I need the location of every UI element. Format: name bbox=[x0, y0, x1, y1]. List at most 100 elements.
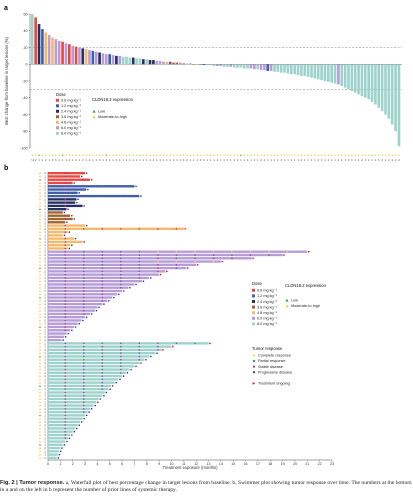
swimmer-prior-lines-label: 1 bbox=[44, 194, 46, 198]
swimmer-expression-marker bbox=[39, 227, 41, 230]
swimmer-prior-lines-label: 2 bbox=[44, 318, 46, 322]
waterfall-legend-dose-label: 0.6 mg kg⁻¹ bbox=[61, 99, 82, 103]
waterfall-bar bbox=[81, 48, 85, 65]
waterfall-bar bbox=[330, 64, 333, 83]
waterfall-prior-lines-label: 1 bbox=[136, 158, 138, 162]
waterfall-bar bbox=[367, 64, 370, 100]
swimmer-expression-marker bbox=[39, 267, 41, 269]
swimmer-response-marker bbox=[83, 270, 85, 273]
swimmer-prior-lines-label: 1 bbox=[44, 315, 46, 319]
swimmer-prior-lines-label: 1 bbox=[44, 394, 46, 398]
swimmer-prior-lines-label: 1 bbox=[44, 279, 46, 283]
waterfall-bar bbox=[320, 64, 323, 81]
swimmer-expression-marker bbox=[39, 371, 41, 374]
swimmer-progression-marker bbox=[71, 329, 73, 332]
waterfall-prior-lines-label: 3 bbox=[173, 158, 175, 162]
swimmer-progression-marker bbox=[75, 201, 78, 204]
swimmer-expression-marker bbox=[39, 322, 41, 325]
waterfall-bar bbox=[168, 61, 172, 65]
swimmer-prior-lines-label: 1 bbox=[44, 181, 46, 185]
waterfall-expression-marker bbox=[216, 154, 219, 156]
swimmer-progression-marker bbox=[96, 401, 99, 404]
swimmer-bar bbox=[48, 450, 60, 453]
swimmer-response-marker bbox=[64, 316, 67, 318]
swimmer-prior-lines-label: 1 bbox=[44, 273, 46, 277]
swimmer-legend-expression-marker bbox=[285, 298, 289, 302]
swimmer-legend-response-marker bbox=[252, 365, 256, 368]
waterfall-prior-lines-label: 1 bbox=[247, 158, 249, 162]
swimmer-bar bbox=[48, 453, 58, 456]
swimmer-bar bbox=[48, 430, 73, 433]
swimmer-response-marker bbox=[83, 394, 85, 397]
swimmer-response-marker bbox=[101, 195, 104, 197]
swimmer-response-marker bbox=[101, 290, 104, 292]
swimmer-response-marker bbox=[83, 309, 85, 312]
swimmer-prior-lines-label: 1 bbox=[44, 407, 46, 411]
swimmer-prior-lines-label: 2 bbox=[44, 269, 46, 273]
waterfall-expression-marker bbox=[44, 154, 47, 156]
waterfall-prior-lines-label: 2 bbox=[153, 158, 155, 162]
swimmer-response-marker bbox=[64, 205, 67, 207]
swimmer-progression-marker bbox=[83, 205, 85, 207]
swimmer-legend-response-label: Complete response bbox=[258, 354, 291, 358]
waterfall-expression-marker bbox=[196, 154, 199, 156]
swimmer-prior-lines-label: 1 bbox=[44, 325, 46, 329]
waterfall-expression-marker bbox=[132, 154, 135, 156]
swimmer-response-marker bbox=[120, 349, 122, 351]
swimmer-response-marker bbox=[101, 267, 104, 269]
waterfall-prior-lines-label: 1 bbox=[334, 158, 336, 162]
swimmer-response-marker bbox=[64, 257, 67, 260]
waterfall-bar bbox=[286, 64, 290, 74]
swimmer-prior-lines-label: 1 bbox=[44, 397, 46, 401]
swimmer-prior-lines-label: 1 bbox=[44, 210, 46, 214]
swimmer-prior-lines-label: 1 bbox=[44, 302, 46, 306]
swimmer-expression-marker bbox=[39, 319, 41, 322]
swimmer-prior-lines-label: 1 bbox=[44, 174, 46, 178]
swimmer-bar bbox=[48, 401, 97, 404]
waterfall-prior-lines-label: 1 bbox=[254, 158, 256, 162]
swimmer-progression-marker bbox=[103, 394, 105, 397]
swimmer-response-marker bbox=[268, 254, 270, 256]
swimmer-response-marker bbox=[83, 293, 85, 296]
swimmer-bar bbox=[48, 283, 135, 286]
waterfall-bar bbox=[31, 14, 34, 65]
waterfall-expression-marker bbox=[287, 154, 289, 156]
swimmer-progression-marker bbox=[135, 185, 137, 188]
waterfall-expression-marker bbox=[125, 154, 128, 156]
waterfall-bar bbox=[152, 60, 155, 65]
waterfall-bar bbox=[148, 60, 152, 65]
swimmer-x-tick-label: 11 bbox=[182, 462, 186, 466]
waterfall-expression-marker bbox=[162, 154, 165, 156]
waterfall-expression-marker bbox=[280, 154, 283, 156]
waterfall-legend-expression-marker bbox=[92, 109, 96, 113]
swimmer-prior-lines-label: 2 bbox=[44, 171, 46, 175]
swimmer-bar bbox=[48, 227, 184, 230]
swimmer-response-marker bbox=[194, 254, 196, 256]
swimmer-expression-marker bbox=[39, 178, 41, 181]
swimmer-prior-lines-label: 1 bbox=[44, 368, 46, 372]
swimmer-expression-marker bbox=[39, 211, 41, 214]
waterfall-expression-marker bbox=[85, 154, 88, 156]
swimmer-response-marker bbox=[101, 388, 104, 390]
waterfall-bar bbox=[121, 56, 125, 65]
swimmer-x-tick-label: 5 bbox=[109, 462, 111, 466]
waterfall-legend-dose-swatch bbox=[56, 126, 59, 130]
swimmer-prior-lines-label: 1 bbox=[44, 335, 46, 339]
waterfall-prior-lines-label: 1 bbox=[79, 158, 81, 162]
swimmer-expression-marker bbox=[39, 437, 41, 440]
swimmer-response-marker bbox=[64, 329, 67, 332]
swimmer-bar bbox=[48, 224, 86, 227]
swimmer-progression-marker bbox=[80, 175, 83, 178]
swimmer-expression-marker bbox=[39, 172, 41, 174]
swimmer-x-tick-label: 2 bbox=[72, 462, 74, 466]
swimmer-response-marker bbox=[64, 365, 67, 368]
swimmer-expression-marker bbox=[39, 257, 41, 260]
waterfall-bar bbox=[131, 57, 135, 65]
waterfall-bar bbox=[125, 56, 128, 65]
swimmer-prior-lines-label: 1 bbox=[44, 253, 46, 257]
swimmer-response-marker bbox=[138, 264, 141, 266]
swimmer-response-marker bbox=[157, 260, 159, 263]
swimmer-ongoing-marker bbox=[166, 270, 169, 273]
